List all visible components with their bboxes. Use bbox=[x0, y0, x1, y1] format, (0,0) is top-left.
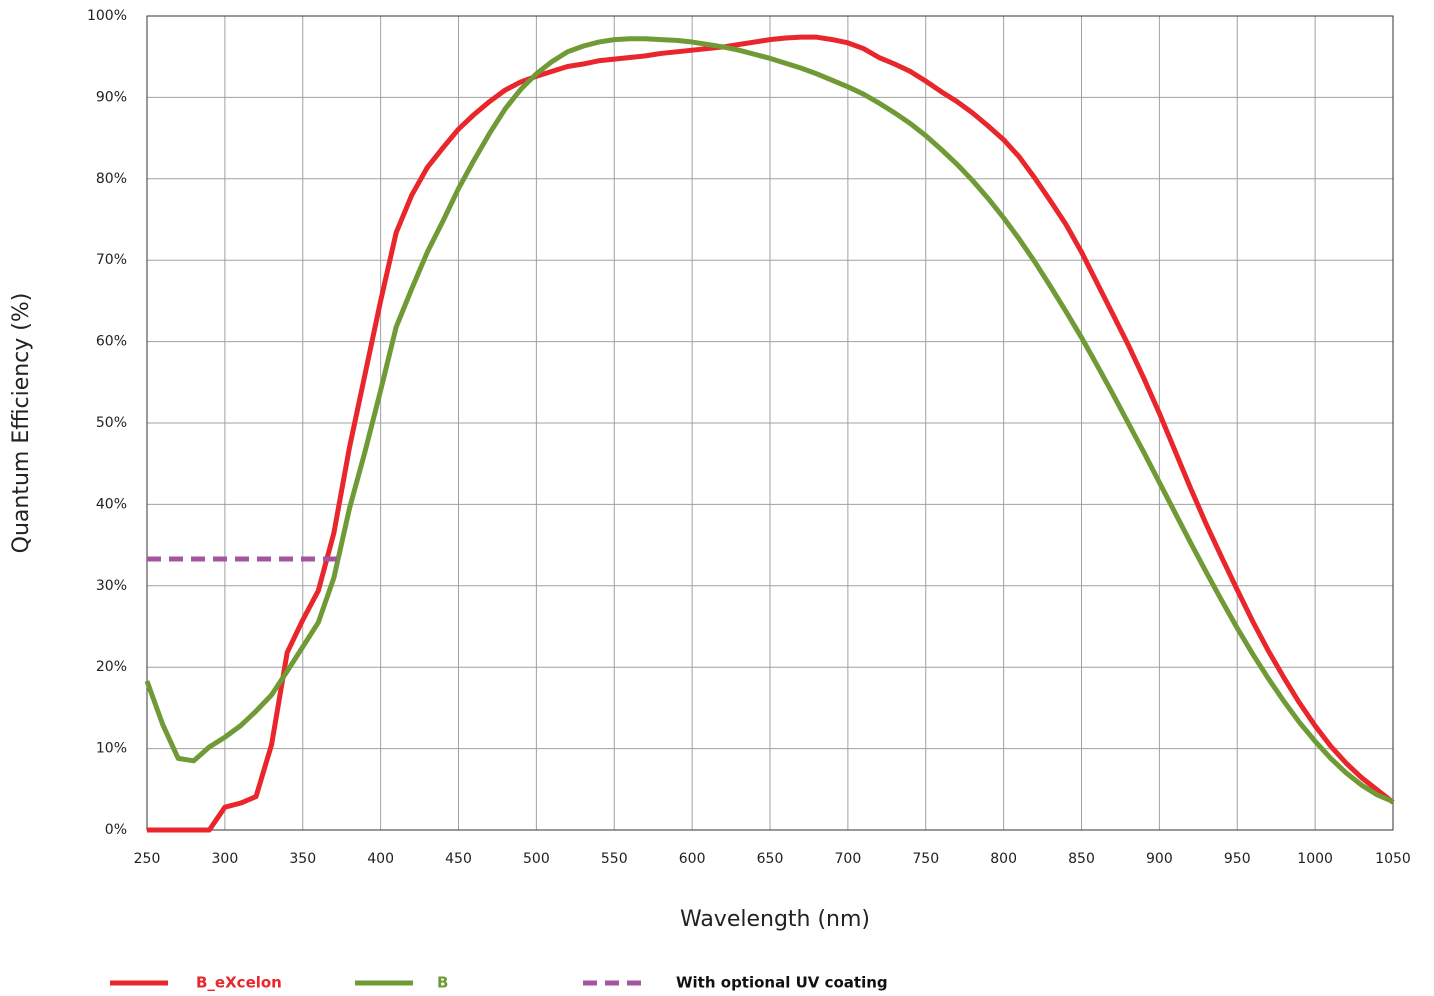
x-tick-label: 600 bbox=[679, 851, 706, 867]
y-tick-label: 100% bbox=[87, 8, 127, 24]
y-tick-label: 0% bbox=[105, 822, 127, 838]
y-tick-label: 20% bbox=[96, 659, 127, 675]
x-tick-label: 650 bbox=[757, 851, 784, 867]
y-tick-label: 40% bbox=[96, 496, 127, 512]
plot-border bbox=[146, 15, 1394, 831]
data-line bbox=[144, 36, 1394, 804]
x-tick-label: 450 bbox=[445, 851, 472, 867]
data-line bbox=[147, 34, 1395, 833]
y-tick-label: 10% bbox=[96, 741, 127, 757]
x-tick-label: 1050 bbox=[1375, 851, 1411, 867]
y-tick-label: 50% bbox=[96, 415, 127, 431]
y-axis-title: Quantum Efficiency (%) bbox=[9, 293, 34, 554]
x-tick-label: 500 bbox=[523, 851, 550, 867]
x-tick-label: 900 bbox=[1146, 851, 1173, 867]
y-tick-label: 80% bbox=[96, 171, 127, 187]
legend-label: With optional UV coating bbox=[676, 974, 888, 992]
x-tick-label: 850 bbox=[1068, 851, 1095, 867]
x-tick-label: 300 bbox=[212, 851, 239, 867]
x-tick-label: 950 bbox=[1224, 851, 1251, 867]
x-tick-label: 800 bbox=[990, 851, 1017, 867]
y-tick-label: 60% bbox=[96, 334, 127, 350]
x-tick-label: 700 bbox=[835, 851, 862, 867]
legend-label: B bbox=[437, 974, 448, 992]
y-tick-label: 90% bbox=[96, 89, 127, 105]
legend-label: B_eXcelon bbox=[196, 974, 282, 992]
x-tick-label: 350 bbox=[289, 851, 316, 867]
x-tick-label: 1000 bbox=[1297, 851, 1333, 867]
x-tick-label: 400 bbox=[367, 851, 394, 867]
y-tick-label: 70% bbox=[96, 252, 127, 268]
x-axis-title: Wavelength (nm) bbox=[680, 907, 870, 932]
x-tick-label: 750 bbox=[912, 851, 939, 867]
y-tick-label: 30% bbox=[96, 578, 127, 594]
x-tick-label: 250 bbox=[134, 851, 161, 867]
x-tick-label: 550 bbox=[601, 851, 628, 867]
